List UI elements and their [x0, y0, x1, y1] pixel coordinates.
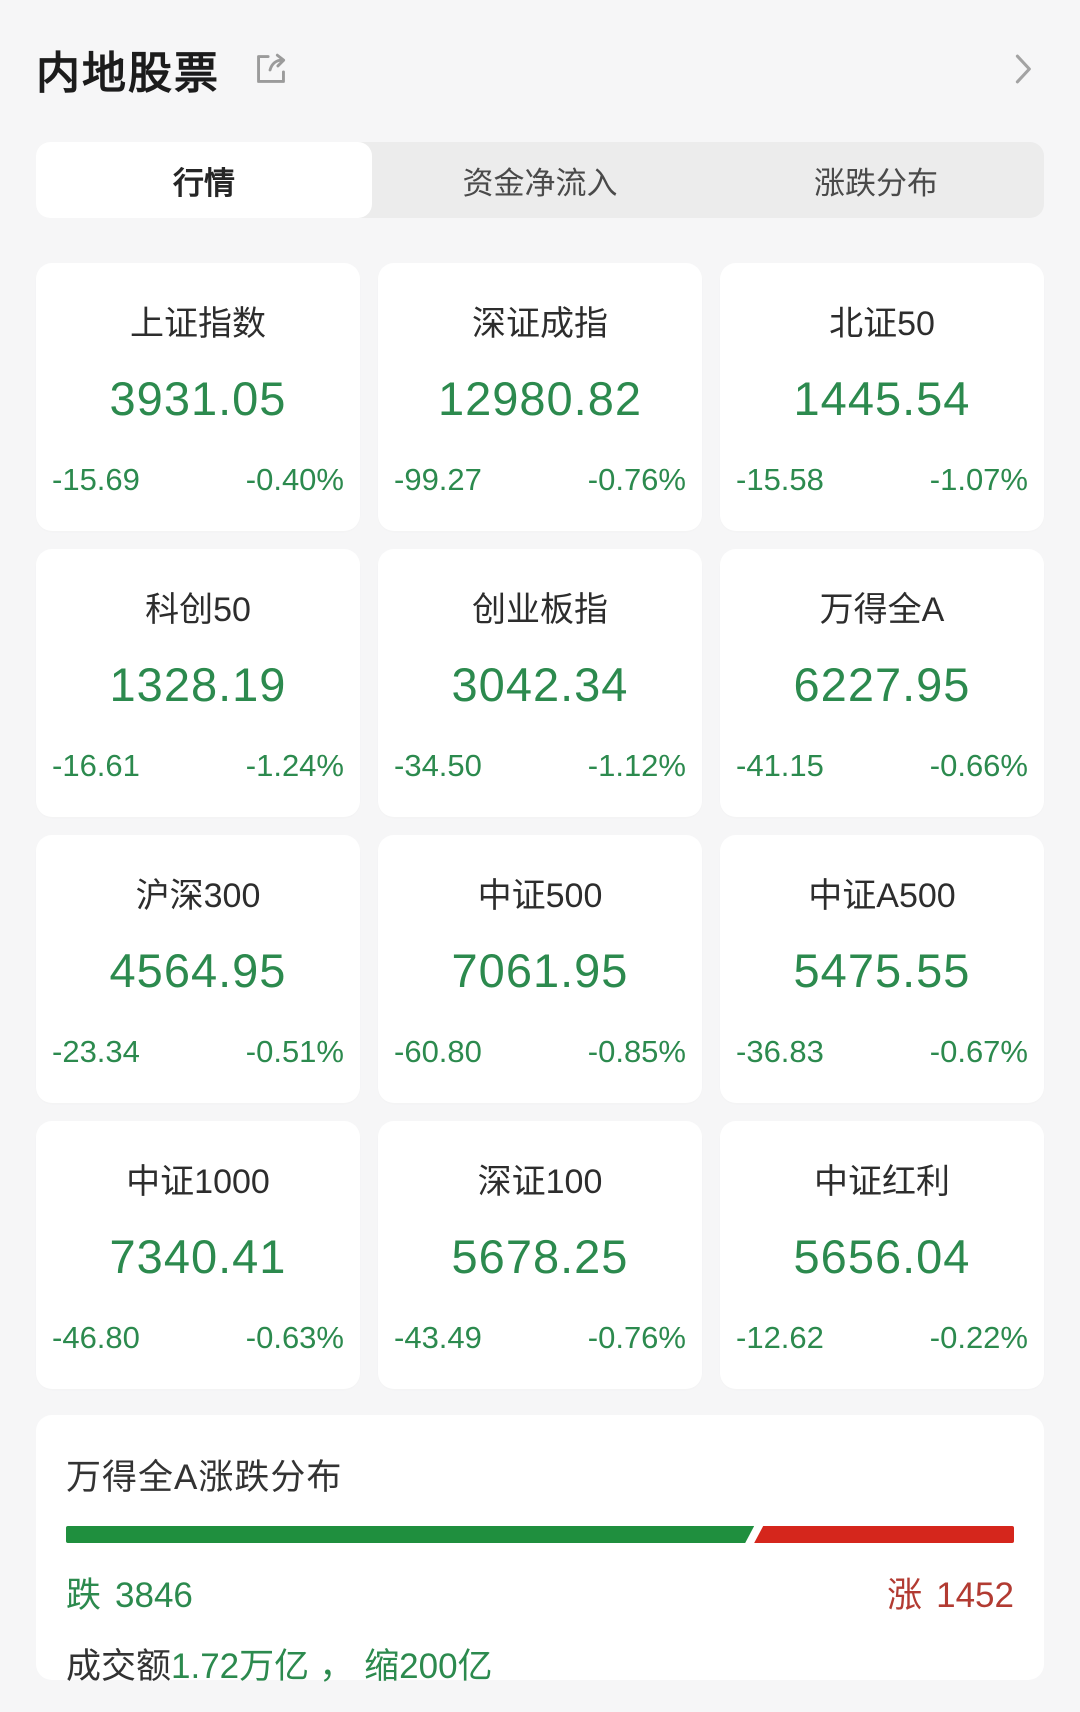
advance-decline-bar: [66, 1526, 1014, 1543]
index-price: 5656.04: [793, 1230, 971, 1283]
index-card-csi-dividend[interactable]: 中证红利 5656.04 -12.62 -0.22%: [720, 1121, 1044, 1389]
index-change-row: -12.62 -0.22%: [736, 1320, 1028, 1356]
index-change-row: -41.15 -0.66%: [736, 748, 1028, 784]
index-change-pct: -0.22%: [929, 1320, 1028, 1355]
decline-number: 3846: [115, 1576, 193, 1615]
index-change: -99.27: [394, 462, 482, 497]
index-change: -23.34: [52, 1034, 140, 1069]
index-name: 深证100: [477, 1163, 603, 1201]
index-change: -43.49: [394, 1320, 482, 1355]
share-icon[interactable]: [248, 46, 294, 92]
chevron-right-icon[interactable]: [1000, 47, 1044, 91]
index-change-row: -15.69 -0.40%: [52, 462, 344, 498]
index-price: 1328.19: [109, 658, 287, 711]
index-change: -15.69: [52, 462, 140, 497]
index-change: -12.62: [736, 1320, 824, 1355]
index-name: 中证A500: [808, 877, 956, 915]
index-change-pct: -1.24%: [245, 748, 344, 783]
advance-count: 涨 1452: [887, 1567, 1014, 1618]
index-card-csi500[interactable]: 中证500 7061.95 -60.80 -0.85%: [378, 835, 702, 1103]
index-change-row: -46.80 -0.63%: [52, 1320, 344, 1356]
page-title: 内地股票: [36, 49, 220, 98]
index-card-szse[interactable]: 深证成指 12980.82 -99.27 -0.76%: [378, 263, 702, 531]
index-change-pct: -0.76%: [587, 1320, 686, 1355]
tab-net-inflow[interactable]: 资金净流入: [462, 165, 618, 201]
tab-bar: 行情 资金净流入 涨跌分布: [36, 142, 1044, 218]
index-change-row: -60.80 -0.85%: [394, 1034, 686, 1070]
index-name: 科创50: [145, 591, 251, 629]
index-change-row: -23.34 -0.51%: [52, 1034, 344, 1070]
advance-decline-title: 万得全A涨跌分布: [66, 1458, 343, 1497]
index-card-szse100[interactable]: 深证100 5678.25 -43.49 -0.76%: [378, 1121, 702, 1389]
index-name: 创业板指: [472, 591, 608, 629]
index-price: 5678.25: [451, 1230, 629, 1283]
index-change: -36.83: [736, 1034, 824, 1069]
index-price: 1445.54: [793, 372, 971, 425]
index-card-wind-all-a[interactable]: 万得全A 6227.95 -41.15 -0.66%: [720, 549, 1044, 817]
index-change: -16.61: [52, 748, 140, 783]
tab-advance-decline[interactable]: 涨跌分布: [814, 165, 938, 201]
index-change-row: -16.61 -1.24%: [52, 748, 344, 784]
advance-decline-card: 万得全A涨跌分布 跌 3846 涨 1452 成交额1.72万亿，缩200亿: [36, 1415, 1044, 1686]
decline-label: 跌: [66, 1576, 102, 1615]
index-name: 中证500: [477, 877, 603, 915]
index-change-row: -43.49 -0.76%: [394, 1320, 686, 1356]
index-change: -41.15: [736, 748, 824, 783]
shrink-value: 缩200亿: [364, 1647, 493, 1686]
index-change: -15.58: [736, 462, 824, 497]
index-change-pct: -0.51%: [245, 1034, 344, 1069]
index-card-csi1000[interactable]: 中证1000 7340.41 -46.80 -0.63%: [36, 1121, 360, 1389]
index-change: -60.80: [394, 1034, 482, 1069]
index-price: 7340.41: [109, 1230, 287, 1283]
header: 内地股票: [0, 0, 1080, 98]
index-grid: 上证指数 3931.05 -15.69 -0.40% 深证成指 12980.82…: [36, 263, 1044, 1389]
index-name: 万得全A: [819, 591, 945, 629]
index-card-chinext[interactable]: 创业板指 3042.34 -34.50 -1.12%: [378, 549, 702, 817]
index-price: 12980.82: [437, 372, 643, 425]
index-change-pct: -0.63%: [245, 1320, 344, 1355]
index-price: 7061.95: [451, 944, 629, 997]
index-change-pct: -0.40%: [245, 462, 344, 497]
index-change-row: -34.50 -1.12%: [394, 748, 686, 784]
index-change-pct: -0.76%: [587, 462, 686, 497]
index-card-star50[interactable]: 科创50 1328.19 -16.61 -1.24%: [36, 549, 360, 817]
index-card-csi-a500[interactable]: 中证A500 5475.55 -36.83 -0.67%: [720, 835, 1044, 1103]
index-name: 北证50: [829, 305, 935, 343]
decline-bar-segment: [66, 1526, 754, 1543]
index-price: 4564.95: [109, 944, 287, 997]
turnover-value: 1.72万亿: [171, 1647, 310, 1686]
index-change-row: -99.27 -0.76%: [394, 462, 686, 498]
index-change-pct: -0.66%: [929, 748, 1028, 783]
turnover-separator: ，: [319, 1647, 355, 1686]
index-name: 沪深300: [135, 877, 261, 915]
index-card-bse50[interactable]: 北证50 1445.54 -15.58 -1.07%: [720, 263, 1044, 531]
index-card-sse[interactable]: 上证指数 3931.05 -15.69 -0.40%: [36, 263, 360, 531]
index-price: 3042.34: [451, 658, 629, 711]
index-card-csi300[interactable]: 沪深300 4564.95 -23.34 -0.51%: [36, 835, 360, 1103]
index-change: -46.80: [52, 1320, 140, 1355]
index-change-pct: -1.07%: [929, 462, 1028, 497]
index-change-row: -15.58 -1.07%: [736, 462, 1028, 498]
index-change: -34.50: [394, 748, 482, 783]
index-price: 6227.95: [793, 658, 971, 711]
advance-decline-counts: 跌 3846 涨 1452: [66, 1567, 1014, 1618]
index-change-row: -36.83 -0.67%: [736, 1034, 1028, 1070]
index-name: 中证红利: [814, 1163, 950, 1201]
index-change-pct: -1.12%: [587, 748, 686, 783]
tab-quotes[interactable]: 行情: [36, 142, 372, 218]
advance-number: 1452: [936, 1576, 1014, 1615]
index-name: 中证1000: [126, 1163, 270, 1201]
index-name: 深证成指: [472, 305, 608, 343]
advance-bar-segment: [754, 1526, 1014, 1543]
index-price: 5475.55: [793, 944, 971, 997]
advance-label: 涨: [887, 1576, 923, 1615]
turnover-row: 成交额1.72万亿，缩200亿: [66, 1638, 1014, 1689]
turnover-label: 成交额: [66, 1647, 172, 1686]
index-price: 3931.05: [109, 372, 287, 425]
decline-count: 跌 3846: [66, 1567, 193, 1618]
index-name: 上证指数: [130, 305, 266, 343]
index-change-pct: -0.85%: [587, 1034, 686, 1069]
index-change-pct: -0.67%: [929, 1034, 1028, 1069]
